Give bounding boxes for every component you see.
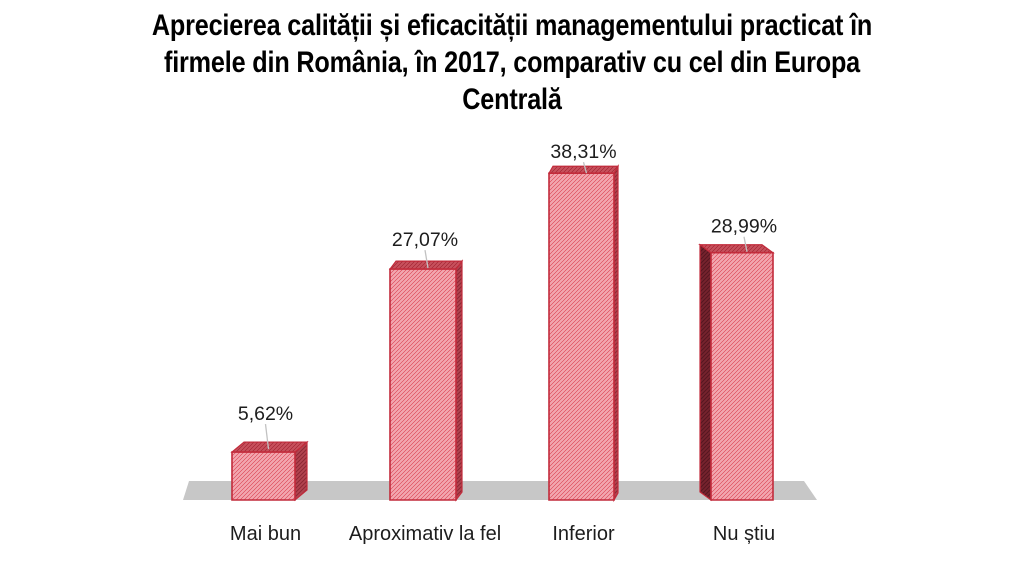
bar-front-face-aproximativ-la-fel [389, 268, 457, 501]
bar-category-label-nu-stiu: Nu știu [713, 523, 775, 545]
chart-title-line-1: Aprecierea calității și eficacității man… [151, 9, 873, 42]
bar-group-inferior: 38,31% Inferior [547, 141, 620, 545]
chart-title-line-2: firmele din România, în 2017, comparativ… [163, 46, 861, 79]
bar-value-label-aproximativ-la-fel: 27,07% [392, 229, 458, 251]
bar-side-face-aproximativ-la-fel [455, 259, 463, 502]
bar-category-label-aproximativ-la-fel: Aproximativ la fel [349, 523, 501, 545]
leader-line-inferior [582, 162, 588, 174]
floor-shadow [183, 481, 817, 500]
bar-category-label-mai-bun: Mai bun [230, 523, 301, 545]
chart-title: Aprecierea calității și eficacității man… [82, 7, 942, 118]
leader-line-mai-bun [264, 423, 270, 450]
bar-front-face-nu-stiu [710, 251, 774, 501]
bar-value-label-mai-bun: 5,62% [238, 403, 293, 425]
bar-group-aproximativ-la-fel: 27,07% Aproximativ la fel [349, 229, 501, 545]
bar-top-face-nu-stiu [698, 244, 775, 254]
bar-front-face-mai-bun [231, 451, 296, 501]
bar-category-label-inferior: Inferior [552, 523, 615, 545]
bar-side-face-nu-stiu [699, 243, 712, 502]
leader-line-aproximativ-la-fel [424, 249, 429, 269]
bar-top-face-aproximativ-la-fel [388, 260, 464, 270]
bar-top-face-inferior [547, 165, 620, 174]
chart-title-line-3: Centrală [462, 83, 562, 116]
bar-value-label-inferior: 38,31% [550, 141, 616, 163]
bar-top-face-mai-bun [230, 441, 309, 453]
leader-line-nu-stiu [743, 236, 748, 252]
bar-value-label-nu-stiu: 28,99% [711, 216, 777, 238]
bar-front-face-inferior [548, 172, 615, 501]
bar-group-mai-bun: 5,62% Mai bun [230, 403, 309, 545]
bar-group-nu-stiu: 28,99% Nu știu [698, 216, 777, 545]
